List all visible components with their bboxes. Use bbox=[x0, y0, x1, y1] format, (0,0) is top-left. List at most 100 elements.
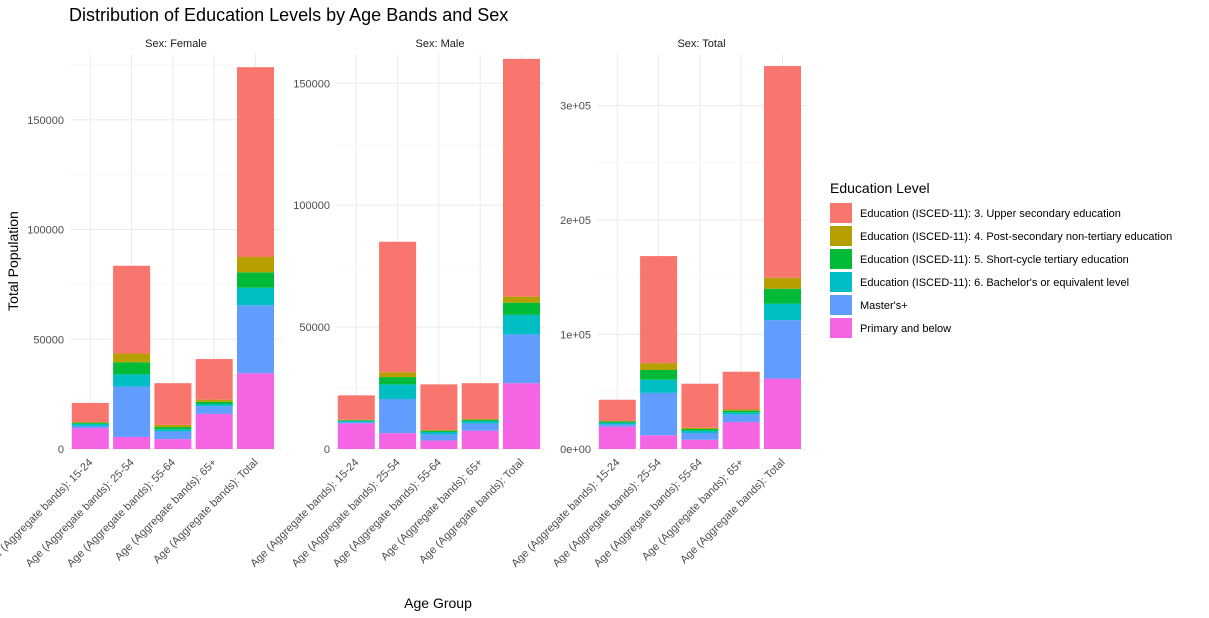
bar-segment bbox=[154, 439, 192, 449]
chart-title: Distribution of Education Levels by Age … bbox=[69, 5, 508, 25]
bar-segment bbox=[71, 428, 109, 449]
bar-segment bbox=[71, 422, 109, 424]
facet-strip-label: Sex: Total bbox=[677, 38, 725, 50]
bar-segment bbox=[195, 359, 233, 400]
bar-segment bbox=[764, 66, 801, 278]
bar-segment bbox=[71, 425, 109, 429]
bar-segment bbox=[681, 430, 719, 433]
bar-segment bbox=[113, 265, 151, 354]
x-axis-title: Age Group bbox=[404, 595, 472, 611]
bar-segment bbox=[420, 430, 458, 432]
bar-segment bbox=[681, 439, 719, 449]
y-tick-label: 100000 bbox=[293, 200, 330, 212]
bar-segment bbox=[461, 420, 499, 424]
y-tick-label: 2e+05 bbox=[560, 215, 591, 227]
bar-segment bbox=[461, 423, 499, 431]
bar-segment bbox=[764, 303, 801, 321]
bar-segment bbox=[420, 440, 458, 449]
bar-segment bbox=[640, 363, 678, 370]
y-tick-label: 50000 bbox=[299, 322, 330, 334]
bar-segment bbox=[764, 277, 801, 289]
legend-swatch bbox=[830, 295, 852, 315]
bar-segment bbox=[681, 432, 719, 440]
bar-segment bbox=[640, 370, 678, 380]
bar-segment bbox=[764, 288, 801, 304]
bar-segment bbox=[195, 406, 233, 414]
bar-segment bbox=[461, 419, 499, 420]
bar-segment bbox=[420, 431, 458, 435]
legend-label: Education (ISCED-11): 6. Bachelor's or e… bbox=[860, 277, 1129, 289]
bar-segment bbox=[379, 372, 417, 378]
bar-segment bbox=[113, 362, 151, 375]
legend-swatch bbox=[830, 272, 852, 292]
bar-segment bbox=[195, 413, 233, 449]
bar-segment bbox=[598, 426, 636, 449]
bar-segment bbox=[337, 420, 375, 421]
bar-segment bbox=[722, 412, 760, 415]
bar-segment bbox=[503, 58, 540, 297]
legend-swatch bbox=[830, 249, 852, 269]
legend-label: Master's+ bbox=[860, 300, 908, 312]
bar-segment bbox=[681, 428, 719, 431]
bar-segment bbox=[503, 383, 540, 449]
y-tick-label: 150000 bbox=[27, 115, 64, 127]
bar-segment bbox=[154, 429, 192, 432]
bar-segment bbox=[461, 383, 499, 420]
bar-segment bbox=[237, 272, 274, 288]
bar-segment bbox=[640, 392, 678, 436]
legend-swatch bbox=[830, 318, 852, 338]
bar-segment bbox=[195, 401, 233, 405]
bar-segment bbox=[503, 302, 540, 315]
bar-segment bbox=[640, 435, 678, 449]
bar-segment bbox=[503, 296, 540, 303]
bar-segment bbox=[461, 419, 499, 421]
bar-segment bbox=[640, 256, 678, 364]
bar-segment bbox=[379, 377, 417, 385]
bar-segment bbox=[237, 287, 274, 306]
y-tick-label: 0 bbox=[324, 444, 330, 456]
facet-strip-label: Sex: Male bbox=[416, 38, 465, 50]
legend-label: Education (ISCED-11): 5. Short-cycle ter… bbox=[860, 254, 1129, 266]
y-tick-label: 1e+05 bbox=[560, 330, 591, 342]
bar-segment bbox=[764, 378, 801, 449]
bar-segment bbox=[154, 383, 192, 425]
bar-segment bbox=[420, 429, 458, 431]
bar-segment bbox=[722, 422, 760, 449]
bar-segment bbox=[237, 305, 274, 374]
bar-segment bbox=[195, 399, 233, 402]
bar-segment bbox=[379, 399, 417, 434]
bar-segment bbox=[113, 374, 151, 387]
bar-segment bbox=[503, 314, 540, 335]
bar-segment bbox=[71, 423, 109, 426]
bar-segment bbox=[337, 423, 375, 449]
legend-label: Primary and below bbox=[860, 323, 951, 335]
bar-segment bbox=[598, 420, 636, 422]
bar-segment bbox=[113, 436, 151, 449]
bar-segment bbox=[337, 422, 375, 424]
bar-segment bbox=[681, 383, 719, 428]
bar-segment bbox=[237, 256, 274, 273]
bar-segment bbox=[722, 371, 760, 410]
bar-segment bbox=[337, 420, 375, 423]
bar-segment bbox=[640, 379, 678, 393]
legend-title: Education Level bbox=[830, 180, 930, 196]
legend-label: Education (ISCED-11): 3. Upper secondary… bbox=[860, 208, 1121, 220]
bar-segment bbox=[681, 427, 719, 429]
bar-segment bbox=[420, 384, 458, 430]
y-axis-title: Total Population bbox=[5, 211, 21, 311]
y-tick-label: 0e+00 bbox=[560, 444, 591, 456]
bar-segment bbox=[71, 402, 109, 423]
legend-label: Education (ISCED-11): 4. Post-secondary … bbox=[860, 231, 1172, 243]
legend-items: Education (ISCED-11): 3. Upper secondary… bbox=[830, 203, 1172, 338]
legend-swatch bbox=[830, 203, 852, 223]
y-tick-label: 150000 bbox=[293, 78, 330, 90]
bar-segment bbox=[337, 395, 375, 420]
bar-segment bbox=[195, 404, 233, 407]
bar-segment bbox=[598, 399, 636, 421]
bar-segment bbox=[237, 67, 274, 257]
y-tick-label: 100000 bbox=[27, 225, 64, 237]
